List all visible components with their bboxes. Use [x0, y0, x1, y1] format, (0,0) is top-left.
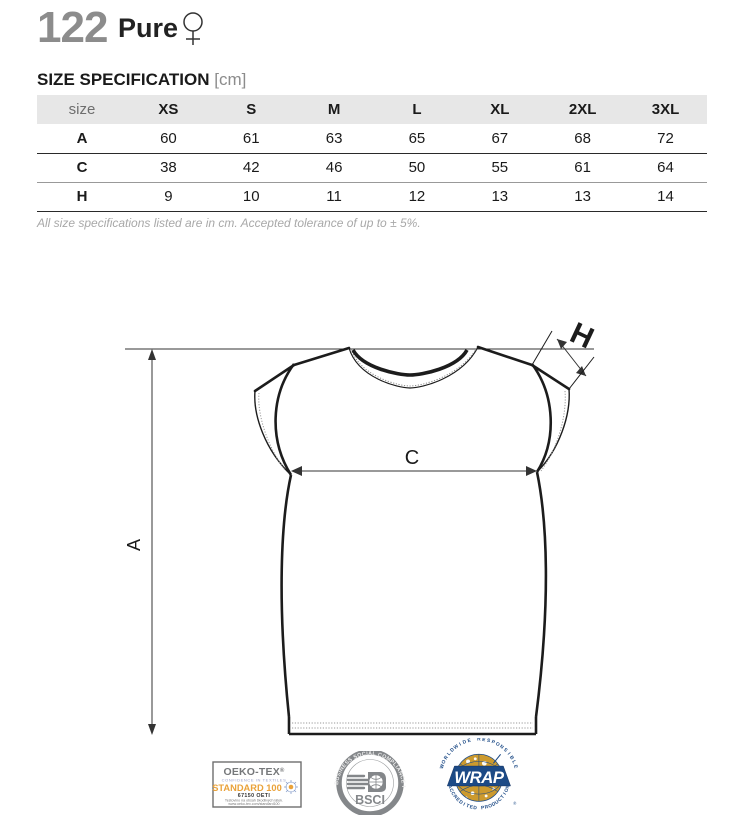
- svg-text:www.oeko-tex.com/standard100: www.oeko-tex.com/standard100: [228, 802, 279, 806]
- svg-text:WRAP: WRAP: [454, 768, 505, 787]
- svg-text:H: H: [565, 316, 599, 355]
- svg-text:BSCI: BSCI: [355, 793, 385, 807]
- svg-text:OEKO-TEX®: OEKO-TEX®: [223, 766, 284, 778]
- svg-text:STANDARD 100: STANDARD 100: [212, 783, 282, 793]
- svg-text:C: C: [405, 447, 419, 469]
- svg-text:CONFIDENCE IN TEXTILES: CONFIDENCE IN TEXTILES: [222, 778, 287, 783]
- svg-text:®: ®: [513, 801, 516, 806]
- svg-text:E: E: [467, 738, 472, 744]
- svg-text:R: R: [477, 738, 481, 743]
- svg-text:E: E: [512, 764, 519, 770]
- svg-text:A: A: [124, 539, 144, 551]
